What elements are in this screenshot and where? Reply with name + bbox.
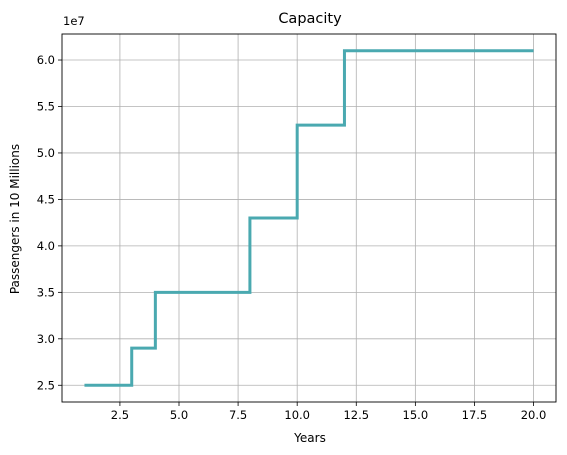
- x-tick-label: 20.0: [521, 408, 547, 422]
- y-tick-label: 3.0: [37, 332, 55, 346]
- x-tick-label: 15.0: [403, 408, 429, 422]
- x-tick-label: 5.0: [170, 408, 188, 422]
- y-axis-offset-label: 1e7: [63, 14, 85, 28]
- plot-frame: [61, 33, 557, 403]
- chart-title: Capacity: [278, 11, 342, 27]
- y-tick-label: 5.5: [37, 99, 55, 113]
- y-tick-label: 5.0: [37, 146, 55, 160]
- y-tick-label: 3.5: [37, 285, 55, 299]
- x-tick-label: 7.5: [229, 408, 247, 422]
- y-axis-label: Passengers in 10 Millions: [8, 144, 22, 294]
- x-tick-label: 10.0: [284, 408, 310, 422]
- y-tick-label: 4.5: [37, 192, 55, 206]
- x-tick-label: 12.5: [343, 408, 369, 422]
- grid: [62, 34, 556, 402]
- series-layer: [84, 49, 534, 387]
- x-axis-label: Years: [293, 431, 326, 445]
- x-tick-label: 17.5: [462, 408, 488, 422]
- y-tick-label: 2.5: [37, 378, 55, 392]
- y-tick-label: 4.0: [37, 239, 55, 253]
- series-line: [84, 49, 534, 387]
- x-tick-label: 2.5: [111, 408, 129, 422]
- y-tick-label: 6.0: [37, 53, 55, 67]
- axis-ticks: 2.5 5.0 7.5 10.0 12.5 15.0 17.5 20.0 2.5 3.0 3.5 4.…: [37, 53, 547, 422]
